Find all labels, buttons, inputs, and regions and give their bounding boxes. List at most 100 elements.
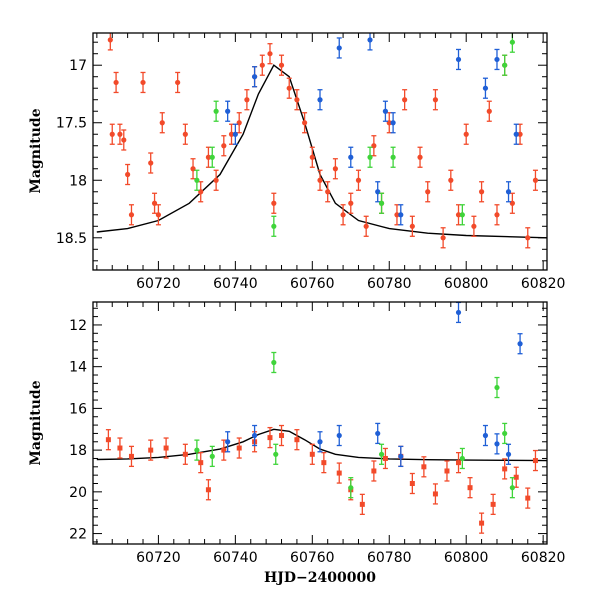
bottom-point-0-14 — [309, 443, 315, 465]
bottom-point-1-2 — [317, 431, 323, 453]
top-point-0-18 — [221, 135, 227, 157]
x-tick-label: 60780 — [367, 550, 412, 566]
top-point-1-1 — [232, 123, 238, 145]
top-point-2-6 — [390, 146, 396, 168]
bottom-model-curve — [96, 428, 547, 462]
bottom-point-0-13 — [294, 429, 300, 451]
top-point-0-33 — [332, 158, 338, 180]
top-point-1-11 — [455, 48, 462, 71]
bottom-point-0-4 — [163, 437, 169, 459]
top-point-1-9 — [390, 112, 396, 134]
top-point-0-23 — [259, 54, 265, 76]
top-point-2-5 — [378, 192, 385, 214]
bottom-point-0-32 — [525, 487, 531, 509]
top-x-ticks: 60720 60740 60760 60780 60800 60820 — [96, 33, 566, 292]
top-point-0-11 — [159, 112, 165, 134]
top-point-0-47 — [440, 227, 446, 249]
bottom-point-0-2 — [128, 445, 134, 468]
y-tick-label: 18 — [69, 173, 87, 189]
top-point-0-24 — [267, 43, 273, 65]
bottom-point-0-24 — [432, 483, 438, 505]
bottom-point-1-8 — [494, 433, 500, 455]
top-point-0-48 — [448, 169, 454, 191]
bottom-point-1-9 — [505, 443, 512, 465]
top-point-2-4 — [367, 146, 373, 168]
bottom-point-0-5 — [182, 443, 188, 465]
bottom-point-0-6 — [198, 451, 204, 474]
top-point-0-9 — [151, 192, 158, 214]
bottom-point-0-11 — [267, 426, 273, 449]
bottom-point-2-2 — [271, 351, 277, 374]
top-point-0-31 — [317, 169, 323, 191]
x-tick-label: 60720 — [136, 276, 181, 292]
top-point-0-52 — [478, 181, 485, 203]
top-data-points — [107, 33, 539, 249]
top-point-0-17 — [213, 169, 219, 191]
bottom-point-0-8 — [221, 439, 227, 461]
bottom-data-points — [105, 302, 538, 534]
x-tick-label: 60780 — [367, 276, 412, 292]
bottom-point-1-0 — [225, 431, 231, 453]
top-point-0-53 — [486, 100, 492, 122]
bottom-point-0-16 — [336, 462, 342, 484]
y-tick-label: 18.5 — [56, 231, 87, 247]
top-point-0-45 — [425, 181, 431, 203]
y-tick-label: 18 — [69, 443, 87, 459]
bottom-point-2-7 — [494, 376, 500, 399]
top-point-1-10 — [398, 204, 404, 226]
bottom-point-0-33 — [532, 449, 538, 472]
bottom-frame — [92, 301, 548, 545]
top-point-1-8 — [382, 100, 389, 122]
top-point-0-10 — [155, 204, 162, 226]
bottom-point-0-12 — [279, 424, 285, 447]
bottom-point-2-5 — [378, 443, 385, 465]
y-tick-label: 12 — [69, 318, 87, 334]
bottom-x-ticks: 60720 60740 60760 60780 60800 60820 — [96, 302, 565, 566]
top-point-0-44 — [417, 146, 423, 168]
top-panel: 60720 60740 60760 60780 60800 60820 1717.5181… — [28, 32, 566, 292]
bottom-point-0-23 — [421, 456, 427, 478]
top-point-1-13 — [494, 48, 500, 71]
bottom-point-1-3 — [336, 424, 342, 447]
bottom-point-2-6 — [459, 447, 465, 470]
y-tick-label: 17.5 — [56, 116, 87, 132]
top-point-0-36 — [355, 169, 362, 191]
top-point-0-29 — [302, 112, 308, 134]
top-point-2-2 — [213, 100, 219, 122]
top-point-0-37 — [363, 215, 369, 237]
bottom-point-1-7 — [482, 424, 489, 447]
bottom-point-0-3 — [148, 439, 154, 461]
top-point-0-35 — [348, 192, 354, 214]
bottom-point-0-26 — [456, 451, 462, 474]
x-tick-label: 60800 — [444, 550, 489, 566]
top-point-0-50 — [463, 123, 469, 145]
bottom-point-0-15 — [321, 451, 327, 474]
x-tick-label: 60740 — [213, 550, 258, 566]
top-point-1-5 — [348, 146, 354, 168]
top-point-0-3 — [117, 123, 123, 145]
bottom-point-1-1 — [251, 424, 258, 447]
top-point-0-2 — [113, 71, 119, 94]
bottom-point-0-22 — [409, 472, 415, 495]
top-point-2-1 — [209, 146, 215, 168]
x-tick-label: 60760 — [290, 550, 335, 566]
bottom-point-2-0 — [194, 439, 200, 461]
bottom-point-0-20 — [382, 447, 388, 470]
top-point-2-7 — [459, 204, 465, 226]
top-frame — [92, 32, 548, 271]
top-point-0-5 — [125, 163, 131, 186]
top-point-0-51 — [471, 215, 477, 237]
y-tick-label: 22 — [69, 527, 87, 543]
top-point-0-32 — [325, 181, 331, 203]
bottom-point-2-8 — [502, 422, 508, 445]
bottom-y-ticks: 12 14 16 18 20 22 — [69, 307, 547, 543]
top-point-1-14 — [505, 181, 512, 203]
bottom-point-2-4 — [348, 477, 354, 499]
top-point-0-34 — [340, 204, 346, 226]
top-point-0-54 — [494, 204, 500, 226]
x-tick-label: 60820 — [521, 276, 566, 292]
bottom-point-1-5 — [398, 445, 404, 468]
x-tick-label: 60760 — [290, 276, 335, 292]
bottom-point-2-9 — [509, 477, 515, 499]
